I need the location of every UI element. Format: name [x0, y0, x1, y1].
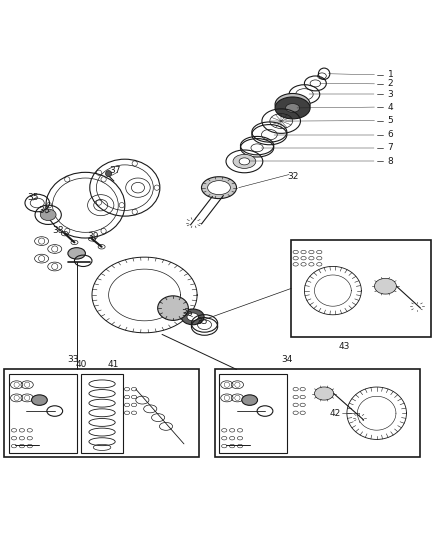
- Ellipse shape: [32, 395, 47, 405]
- Text: 37: 37: [110, 166, 121, 175]
- Text: 35: 35: [196, 317, 207, 326]
- Ellipse shape: [208, 181, 230, 195]
- Text: 35: 35: [28, 193, 39, 202]
- Ellipse shape: [40, 209, 56, 221]
- Text: 7: 7: [388, 143, 393, 152]
- Bar: [9, 374, 77, 453]
- Text: 43: 43: [338, 342, 350, 351]
- Ellipse shape: [275, 97, 310, 119]
- Ellipse shape: [314, 387, 334, 400]
- Ellipse shape: [233, 155, 256, 168]
- Bar: [4, 369, 199, 457]
- Ellipse shape: [187, 313, 198, 321]
- Text: 34: 34: [281, 356, 292, 364]
- Text: 41: 41: [107, 360, 119, 369]
- Ellipse shape: [68, 248, 85, 259]
- Bar: [81, 374, 123, 453]
- Text: 5: 5: [388, 116, 393, 125]
- Ellipse shape: [201, 177, 237, 199]
- Ellipse shape: [242, 395, 258, 405]
- Bar: [219, 374, 287, 453]
- Text: 2: 2: [388, 79, 393, 88]
- Text: 33: 33: [67, 356, 78, 364]
- Bar: [215, 369, 420, 457]
- Circle shape: [106, 171, 112, 177]
- Text: 32: 32: [287, 172, 298, 181]
- Ellipse shape: [181, 309, 204, 325]
- Ellipse shape: [275, 93, 310, 115]
- Ellipse shape: [374, 278, 396, 294]
- Text: 40: 40: [75, 360, 87, 369]
- Bar: [291, 240, 431, 336]
- Text: 1: 1: [388, 70, 393, 79]
- Text: 4: 4: [388, 102, 393, 111]
- Ellipse shape: [239, 158, 250, 165]
- Text: 38: 38: [53, 226, 64, 235]
- Text: 8: 8: [388, 157, 393, 166]
- Text: 3: 3: [388, 90, 393, 99]
- Text: 36: 36: [39, 206, 50, 215]
- Text: 6: 6: [388, 130, 393, 139]
- Text: 39: 39: [88, 232, 99, 241]
- Text: 42: 42: [329, 409, 341, 418]
- Ellipse shape: [158, 296, 188, 320]
- Text: 36: 36: [182, 309, 193, 318]
- Ellipse shape: [286, 103, 300, 112]
